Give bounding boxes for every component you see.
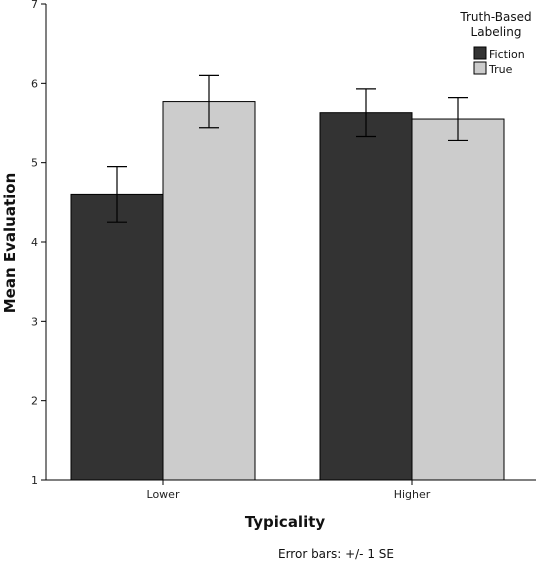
x-ticks-layer: Lower Higher: [147, 480, 431, 501]
error-bar-fiction-higher: [356, 88, 376, 138]
error-bar-fiction-lower: [107, 166, 127, 223]
legend-swatch-true: [473, 61, 487, 75]
legend: Truth-Based Labeling Fiction True: [459, 10, 531, 76]
y-tick-label: 3: [31, 315, 38, 328]
y-axis-title: Mean Evaluation: [1, 173, 19, 314]
error-bar-true-lower: [199, 74, 219, 129]
error-bars-layer: [107, 74, 468, 223]
y-tick-label: 5: [31, 157, 38, 170]
bar-true-higher: [411, 118, 505, 481]
y-tick-label: 4: [31, 236, 38, 249]
y-ticks-layer: 1 2 3 4 5 6 7: [31, 0, 46, 487]
y-tick-label: 2: [31, 395, 38, 408]
bars-layer: [70, 101, 505, 481]
bar-true-lower: [162, 101, 256, 481]
y-tick-label: 1: [31, 474, 38, 487]
x-tick-label: Lower: [147, 488, 180, 501]
x-tick-label: Higher: [394, 488, 431, 501]
error-bar-true-higher: [448, 97, 468, 142]
bar-fiction-higher: [319, 112, 413, 481]
y-tick-label: 6: [31, 77, 38, 90]
error-bars-note: Error bars: +/- 1 SE: [278, 547, 394, 561]
legend-label-true: True: [488, 63, 513, 76]
y-tick-label: 7: [31, 0, 38, 11]
legend-title-line-2: Labeling: [471, 25, 522, 39]
x-axis-title: Typicality: [245, 513, 326, 531]
legend-title-line-1: Truth-Based: [459, 10, 531, 24]
legend-label-fiction: Fiction: [489, 48, 525, 61]
legend-swatch-fiction: [473, 46, 487, 60]
bar-fiction-lower: [70, 193, 164, 481]
